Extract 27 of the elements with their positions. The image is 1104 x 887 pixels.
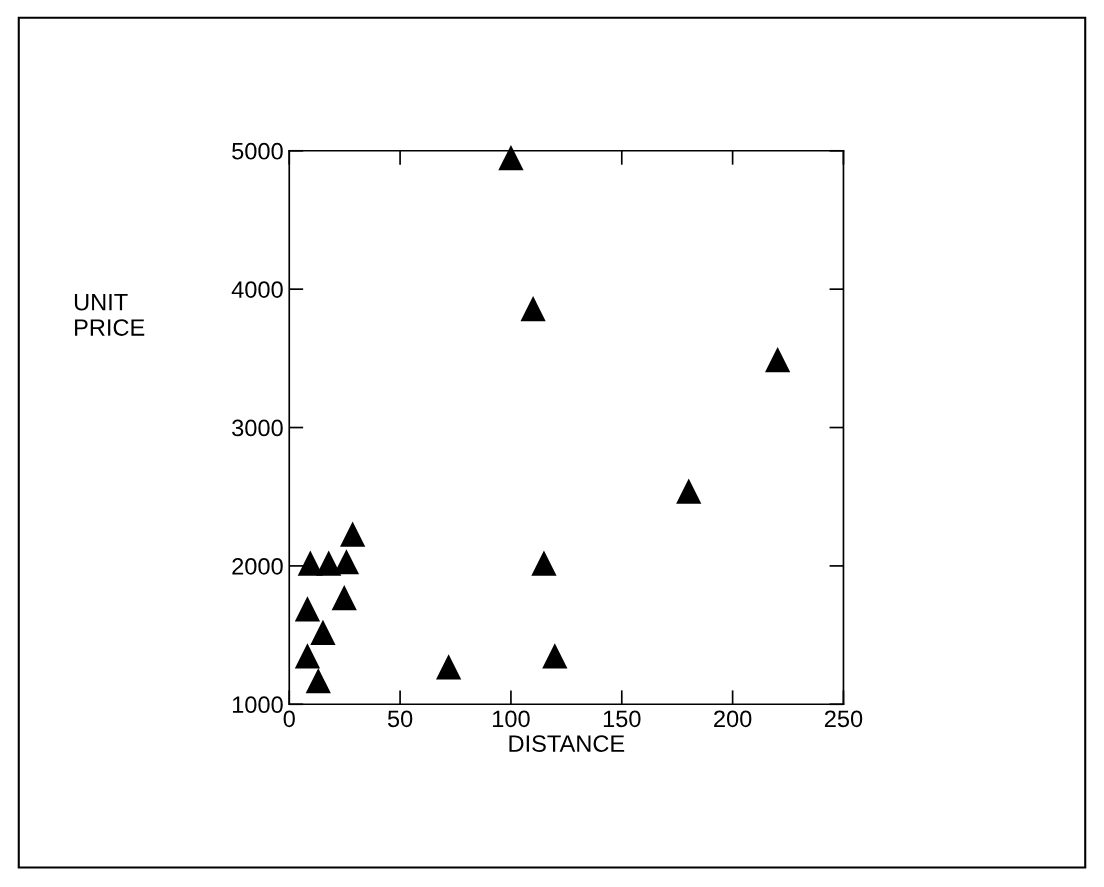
point bbox=[305, 668, 331, 694]
point bbox=[310, 619, 336, 645]
point bbox=[520, 295, 546, 322]
point bbox=[436, 654, 462, 680]
y-axis-title: UNIT PRICE bbox=[74, 293, 145, 336]
x-tick-label: 100 bbox=[493, 710, 530, 728]
point bbox=[542, 643, 568, 669]
x-tick-label: 150 bbox=[603, 710, 641, 728]
y-tick-label: 1000 bbox=[232, 696, 283, 714]
y-tick-label: 5000 bbox=[232, 142, 283, 160]
point bbox=[294, 596, 321, 622]
x-axis-title: DISTANCE bbox=[509, 735, 625, 752]
x-tick-label: 200 bbox=[714, 710, 752, 728]
point bbox=[531, 550, 557, 576]
x-tick-label: 250 bbox=[824, 710, 863, 728]
point bbox=[676, 478, 702, 504]
point bbox=[331, 585, 357, 611]
y-tick-label: 2000 bbox=[232, 557, 283, 575]
y-tick-label: 4000 bbox=[231, 281, 283, 298]
point bbox=[498, 145, 524, 171]
point bbox=[316, 550, 342, 576]
point bbox=[765, 347, 791, 373]
x-tick-label: 50 bbox=[387, 710, 413, 728]
point bbox=[340, 521, 366, 547]
point bbox=[294, 643, 321, 669]
y-tick-label: 3000 bbox=[232, 419, 283, 437]
x-tick-label: 0 bbox=[283, 710, 295, 728]
